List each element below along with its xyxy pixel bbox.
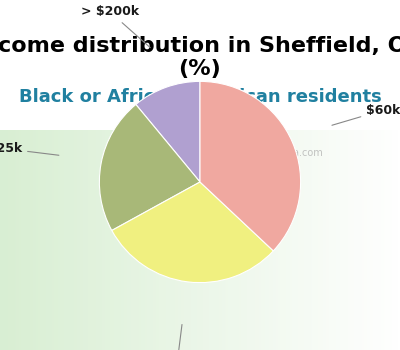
- Wedge shape: [99, 104, 200, 231]
- Text: $60k: $60k: [332, 104, 400, 125]
- Wedge shape: [136, 82, 200, 182]
- Text: Black or African American residents: Black or African American residents: [19, 88, 381, 106]
- Text: City-Data.com: City-Data.com: [253, 148, 323, 158]
- Text: > $200k: > $200k: [80, 5, 150, 48]
- Wedge shape: [112, 182, 273, 282]
- Wedge shape: [200, 82, 301, 251]
- Text: $125k: $125k: [0, 141, 59, 155]
- Text: $100k: $100k: [156, 324, 199, 350]
- Text: Income distribution in Sheffield, OH
(%): Income distribution in Sheffield, OH (%): [0, 36, 400, 79]
